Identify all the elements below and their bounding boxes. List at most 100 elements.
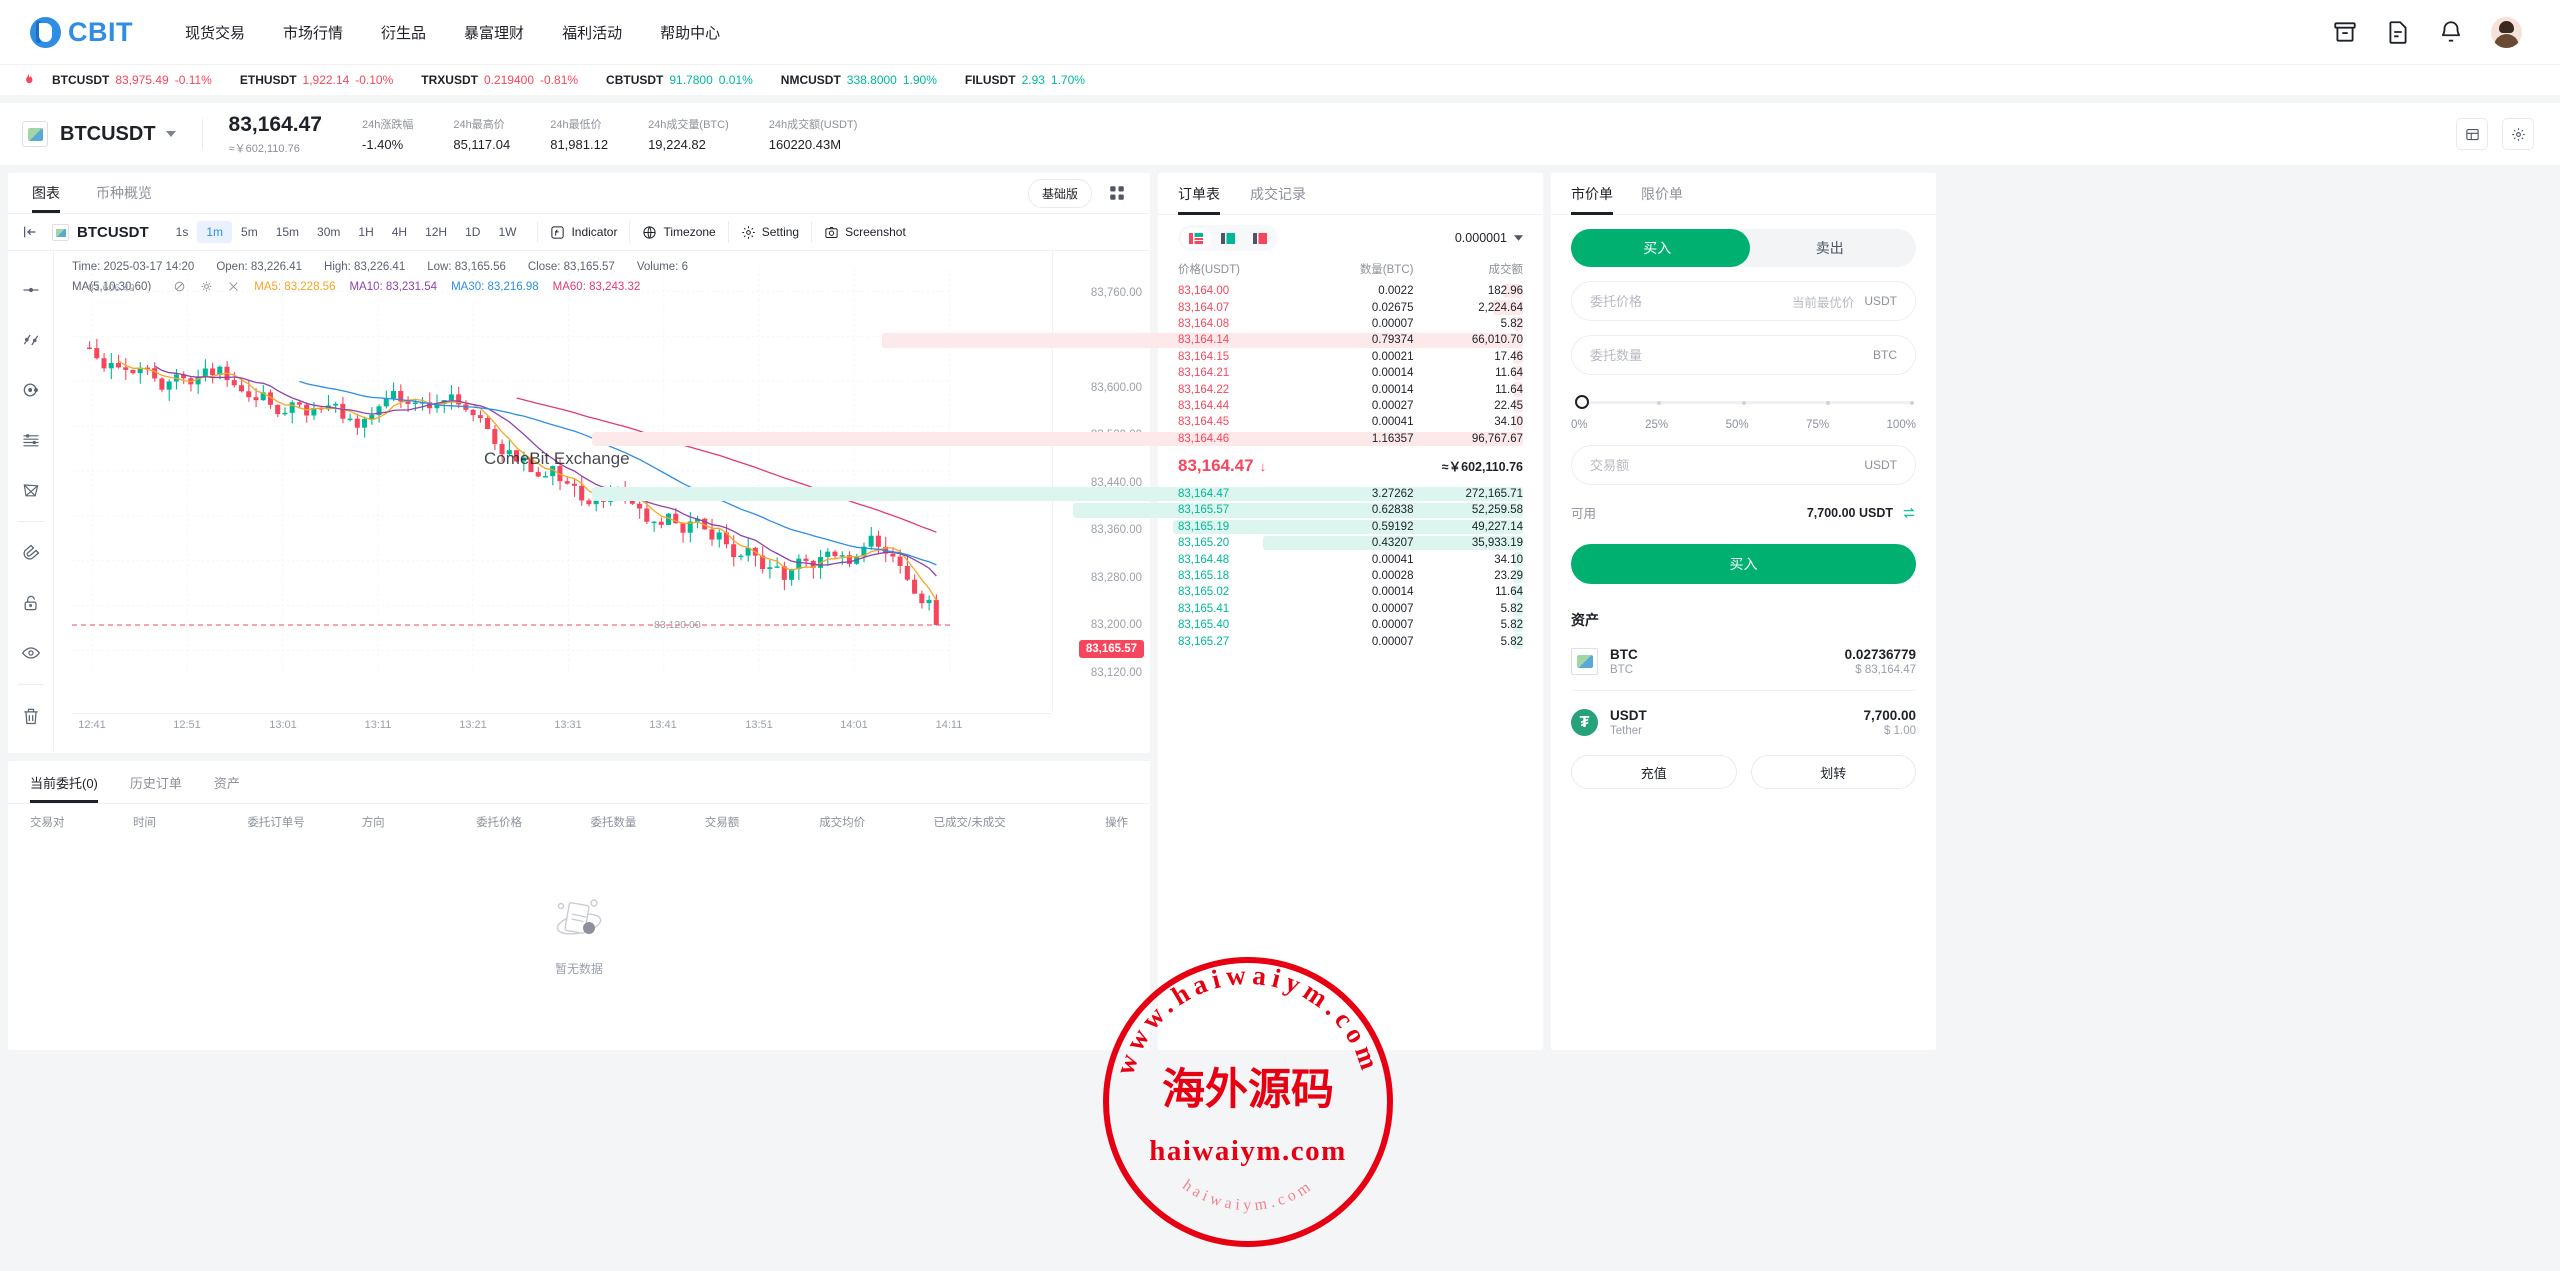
tab-open-orders[interactable]: 当前委托(0) (30, 773, 98, 803)
gear-icon[interactable] (200, 280, 213, 293)
orderbook-row[interactable]: 83,164.15 0.00021 17.46 (1158, 349, 1543, 365)
basic-version-button[interactable]: 基础版 (1027, 178, 1092, 208)
polygon-tool[interactable] (12, 465, 50, 515)
slider-label-25[interactable]: 25% (1645, 419, 1669, 431)
tab-assets[interactable]: 资产 (213, 776, 240, 791)
price-field[interactable]: 当前最优价 USDT (1571, 281, 1916, 321)
amount-input[interactable] (1590, 347, 1873, 363)
tab-trades[interactable]: 成交记录 (1250, 186, 1306, 202)
deposit-button[interactable]: 充值 (1571, 755, 1737, 789)
amount-field[interactable]: BTC (1571, 335, 1916, 375)
ticker-item[interactable]: BTCUSDT 83,975.49 -0.11% (52, 73, 212, 87)
trend-line-tool[interactable] (12, 265, 50, 315)
orderbook-row[interactable]: 83,164.47 3.27262 272,165.71 (592, 486, 1543, 502)
delete-tool[interactable] (12, 691, 50, 741)
price-axis[interactable]: 83,760.00 83,680.00 83,600.00 83,520.00 … (1052, 251, 1150, 711)
total-field[interactable]: USDT (1571, 445, 1916, 485)
transfer-button[interactable]: 划转 (1750, 755, 1916, 789)
collapse-sidebar-button[interactable] (18, 220, 42, 244)
hide-icon[interactable] (173, 280, 186, 293)
parallel-lines-tool[interactable] (12, 315, 50, 365)
orderbook-row[interactable]: 83,164.08 0.00007 5.82 (1158, 316, 1543, 332)
submit-buy-button[interactable]: 买入 (1571, 544, 1916, 584)
timezone-button[interactable]: Timezone (642, 225, 716, 240)
orderbook-row[interactable]: 83,165.40 0.00007 5.82 (1158, 617, 1543, 633)
amount-slider[interactable] (1575, 395, 1914, 409)
grid-icon[interactable] (1108, 184, 1126, 202)
orderbook-row[interactable]: 83,164.46 1.16357 96,767.67 (592, 431, 1543, 447)
nav-link-derivatives[interactable]: 衍生品 (381, 24, 427, 42)
nav-link-help[interactable]: 帮助中心 (660, 24, 721, 42)
circle-tool[interactable] (12, 365, 50, 415)
orderbook-row[interactable]: 83,165.19 0.59192 49,227.14 (1158, 519, 1543, 535)
settings-button[interactable] (2502, 118, 2534, 150)
chart-setting-button[interactable]: Setting (741, 225, 799, 240)
document-icon[interactable] (2385, 19, 2411, 45)
orderbook-row[interactable]: 83,164.22 0.00014 11.64 (1158, 381, 1543, 397)
screenshot-button[interactable]: Screenshot (824, 225, 906, 240)
tab-market-order[interactable]: 市价单 (1571, 184, 1613, 215)
swap-icon[interactable] (1902, 506, 1916, 520)
nav-link-wealth[interactable]: 暴富理财 (464, 24, 525, 42)
slider-label-0[interactable]: 0% (1571, 419, 1588, 431)
timeframe-12h[interactable]: 12H (425, 225, 448, 239)
chart-plot[interactable]: Time: 2025-03-17 14:20 Open: 83,226.41 H… (54, 251, 1150, 751)
ticker-item[interactable]: FILUSDT 2.93 1.70% (965, 73, 1085, 87)
tab-coin-overview[interactable]: 币种概览 (96, 185, 152, 201)
buy-tab[interactable]: 买入 (1643, 240, 1672, 256)
tab-limit-order[interactable]: 限价单 (1641, 186, 1683, 202)
nav-link-markets[interactable]: 市场行情 (283, 24, 344, 42)
visibility-tool[interactable] (12, 628, 50, 678)
sell-tab[interactable]: 卖出 (1815, 240, 1844, 256)
ticker-item[interactable]: CBTUSDT 91.7800 0.01% (606, 73, 753, 87)
timeframe-1d[interactable]: 1D (465, 225, 481, 239)
orderbook-row[interactable]: 83,164.07 0.02675 2,224.64 (1158, 299, 1543, 315)
nav-link-rewards[interactable]: 福利活动 (562, 24, 623, 42)
book-asks-icon[interactable] (1245, 228, 1275, 248)
magnet-tool[interactable] (12, 528, 50, 578)
ticker-item[interactable]: TRXUSDT 0.219400 -0.81% (421, 73, 578, 87)
brand-logo[interactable]: CBIT (30, 16, 133, 48)
timeframe-5m[interactable]: 5m (241, 225, 258, 239)
ticker-item[interactable]: NMCUSDT 338.8000 1.90% (781, 73, 937, 87)
close-icon[interactable] (227, 280, 240, 293)
total-input[interactable] (1590, 457, 1865, 473)
tab-chart[interactable]: 图表 (32, 183, 60, 213)
bell-icon[interactable] (2438, 19, 2464, 45)
orderbook-row[interactable]: 83,165.18 0.00028 23.29 (1158, 568, 1543, 584)
orderbook-row[interactable]: 83,165.20 0.43207 35,933.19 (1158, 535, 1543, 551)
price-input[interactable] (1590, 293, 1792, 309)
layout-button[interactable] (2456, 118, 2488, 150)
tab-orderbook[interactable]: 订单表 (1178, 184, 1220, 215)
slider-knob[interactable] (1575, 395, 1589, 409)
fibonacci-tool[interactable] (12, 415, 50, 465)
orderbook-row[interactable]: 83,164.00 0.0022 182.96 (1158, 283, 1543, 299)
book-both-icon[interactable] (1181, 228, 1211, 248)
ticker-item[interactable]: ETHUSDT 1,922.14 -0.10% (240, 73, 393, 87)
orderbook-row[interactable]: 83,164.45 0.00041 34.10 (1158, 414, 1543, 430)
book-bids-icon[interactable] (1213, 228, 1243, 248)
orderbook-row[interactable]: 83,164.44 0.00027 22.45 (1158, 398, 1543, 414)
indicator-button[interactable]: Indicator (550, 225, 617, 240)
orderbook-precision-select[interactable]: 0.000001 (1455, 231, 1523, 245)
slider-label-75[interactable]: 75% (1806, 419, 1830, 431)
timeframe-30m[interactable]: 30m (317, 225, 341, 239)
chevron-down-icon[interactable] (165, 131, 176, 137)
orderbook-row[interactable]: 83,165.57 0.62838 52,259.58 (1072, 502, 1543, 518)
timeframe-1w[interactable]: 1W (498, 225, 517, 239)
lock-tool[interactable] (12, 578, 50, 628)
timeframe-1m[interactable]: 1m (197, 221, 233, 243)
timeframe-4h[interactable]: 4H (391, 225, 408, 239)
tab-order-history[interactable]: 历史订单 (129, 776, 182, 791)
orderbook-row[interactable]: 83,164.14 0.79374 66,010.70 (882, 332, 1543, 348)
orderbook-row[interactable]: 83,164.21 0.00014 11.64 (1158, 365, 1543, 381)
slider-label-100[interactable]: 100% (1886, 419, 1916, 431)
slider-label-50[interactable]: 50% (1725, 419, 1749, 431)
avatar[interactable] (2491, 16, 2522, 48)
orderbook-row[interactable]: 83,165.41 0.00007 5.82 (1158, 601, 1543, 617)
time-axis[interactable]: 12:41 12:51 13:01 13:11 13:21 13:31 13:4… (72, 713, 1052, 735)
archive-icon[interactable] (2332, 19, 2358, 45)
timeframe-1h[interactable]: 1H (358, 225, 374, 239)
chart-pair[interactable]: BTCUSDT (52, 223, 149, 241)
timeframe-1s[interactable]: 1s (175, 225, 189, 239)
